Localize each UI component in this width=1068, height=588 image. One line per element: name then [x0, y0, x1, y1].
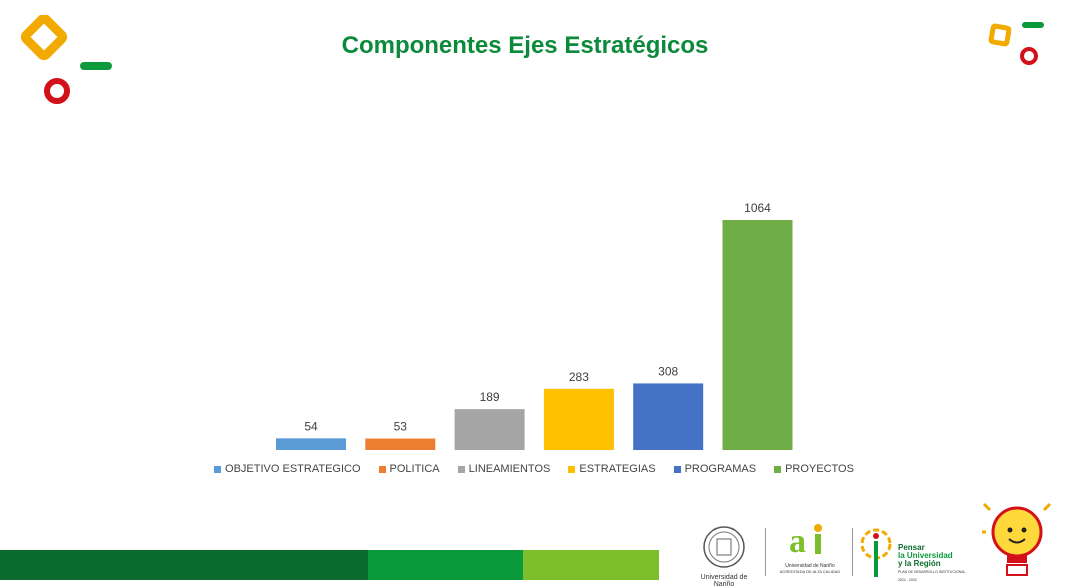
legend-swatch — [774, 465, 782, 473]
legend-item: LINEAMIENTOS — [457, 463, 551, 475]
red-ring-icon — [44, 78, 70, 104]
legend-label: PROYECTOS — [785, 463, 854, 475]
plan-line3: y la Región — [898, 559, 941, 568]
legend-item: PROYECTOS — [774, 463, 854, 475]
university-seal-icon — [703, 526, 745, 568]
legend-label: PROGRAMAS — [684, 463, 757, 475]
svg-text:a: a — [789, 523, 806, 558]
decorative-shapes-top-left — [20, 15, 112, 104]
plan-line2: la Universidad — [898, 551, 953, 560]
divider — [852, 528, 853, 576]
data-label: 1064 — [744, 201, 771, 215]
green-dash-icon — [1022, 22, 1044, 28]
legend-label: POLITICA — [389, 463, 440, 475]
data-label: 189 — [480, 390, 500, 404]
plan-logo: Pensar la Universidad y la Región PLAN D… — [858, 524, 968, 582]
udenar-caption: Universidad de Nariño — [700, 574, 748, 588]
plan-sub: PLAN DE DESARROLLO INSTITUCIONAL — [898, 570, 966, 574]
data-label: 54 — [304, 419, 318, 433]
ai-caption: Universidad de Nariño — [785, 563, 835, 569]
green-dash-icon — [80, 62, 112, 70]
data-label: 308 — [658, 364, 678, 378]
legend-label: OBJETIVO ESTRATEGICO — [225, 463, 361, 475]
decorative-shapes-top-right — [988, 22, 1044, 65]
plan-person-icon — [860, 528, 892, 577]
page-title: Componentes Ejes Estratégicos — [341, 32, 709, 59]
legend-item: ESTRATEGIAS — [568, 463, 656, 475]
legend-item: POLITICA — [378, 463, 440, 475]
yellow-square-icon — [988, 23, 1012, 47]
legend-item: OBJETIVO ESTRATEGICO — [214, 463, 361, 475]
legend-swatch — [214, 465, 222, 473]
bar-proyectos — [722, 220, 793, 450]
bar-politica — [365, 438, 436, 450]
legend-swatch — [673, 465, 681, 473]
data-label: 283 — [569, 370, 589, 384]
footer-bar-dark — [0, 550, 368, 580]
legend-label: ESTRATEGIAS — [579, 463, 656, 475]
legend-swatch — [457, 465, 465, 473]
footer-bar-mid — [368, 550, 523, 580]
legend-swatch — [378, 465, 386, 473]
accreditation-logo: a Universidad de Nariño ACREDITADA DE AL… — [770, 522, 850, 574]
lightbulb-mascot-icon — [982, 502, 1052, 576]
bar-estrategias — [543, 388, 614, 450]
udenar-logo: Universidad de Nariño — [693, 525, 755, 588]
plan-line1: Pensar — [898, 543, 925, 552]
footer-bar-light — [523, 550, 659, 580]
bar-programas — [633, 383, 704, 450]
legend-label: LINEAMIENTOS — [468, 463, 551, 475]
divider — [765, 528, 766, 576]
bar-objetivo-estrategico — [276, 438, 346, 450]
ai-sub: ACREDITADA DE ALTA CALIDAD — [779, 569, 841, 574]
bar-lineamientos — [454, 409, 525, 450]
ai-logo-icon: a — [789, 523, 822, 560]
plan-years: 2021 - 2032 — [898, 578, 917, 582]
red-ring-icon — [1020, 47, 1038, 65]
yellow-diamond-icon — [20, 15, 68, 61]
legend-item: PROGRAMAS — [673, 463, 757, 475]
chart-legend: OBJETIVO ESTRATEGICO POLITICA LINEAMIENTOS… — [0, 463, 1068, 475]
legend-swatch — [568, 465, 576, 473]
data-label: 53 — [394, 420, 408, 434]
